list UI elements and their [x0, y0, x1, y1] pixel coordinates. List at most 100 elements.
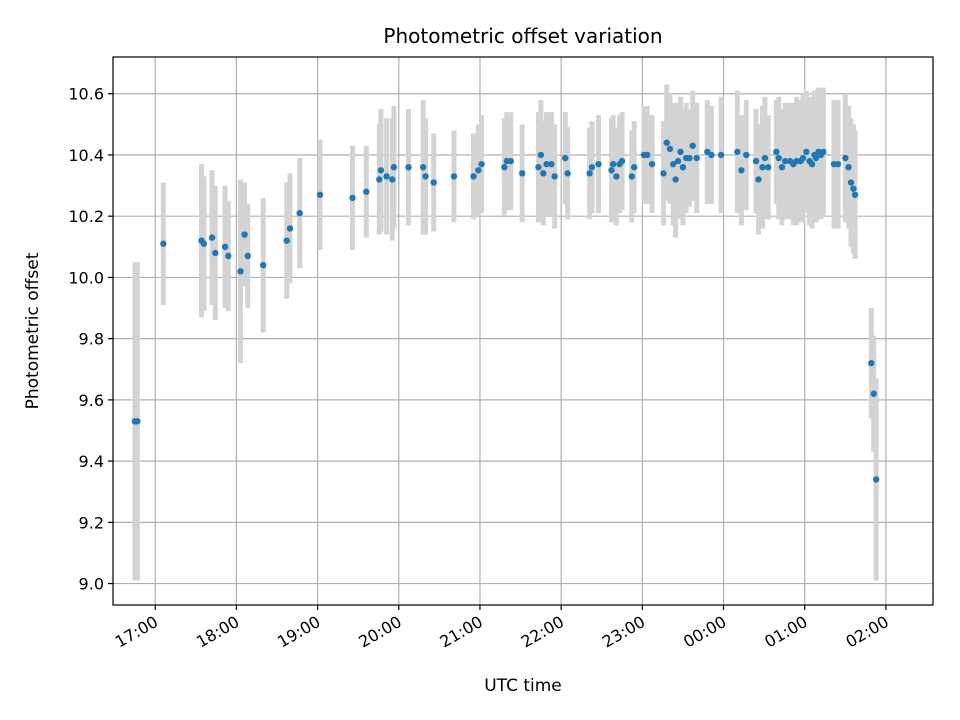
data-point — [548, 160, 555, 168]
data-point — [237, 268, 244, 275]
data-point — [390, 164, 398, 171]
plot-frame — [112, 56, 934, 606]
data-point — [200, 240, 208, 247]
y-tick-label: 10.2 — [68, 207, 104, 226]
data-point — [478, 160, 485, 168]
data-point — [543, 160, 550, 168]
data-point — [618, 157, 626, 165]
data-point — [160, 240, 167, 247]
data-point — [666, 145, 674, 153]
data-point — [672, 176, 679, 183]
data-point — [376, 176, 383, 183]
data-point — [537, 151, 545, 159]
data-point — [450, 173, 458, 180]
data-point — [738, 167, 745, 174]
x-axis-title: UTC time — [484, 676, 562, 696]
data-point — [241, 231, 248, 238]
data-point — [834, 160, 842, 168]
data-point — [868, 359, 875, 367]
y-tick-label: 10.0 — [68, 268, 104, 287]
data-point — [648, 160, 656, 168]
data-point — [755, 176, 762, 183]
data-point — [212, 249, 219, 257]
data-point — [686, 154, 693, 162]
data-point — [586, 170, 593, 177]
data-point — [286, 225, 294, 232]
data-point — [225, 252, 232, 260]
data-point — [316, 191, 324, 198]
data-point — [475, 167, 482, 174]
data-point — [259, 261, 267, 269]
data-point — [540, 170, 547, 177]
data-point — [782, 157, 789, 165]
data-point — [628, 173, 635, 180]
data-point — [595, 160, 602, 168]
y-tick-label: 9.0 — [79, 575, 104, 594]
y-tick-label: 9.2 — [79, 513, 104, 532]
data-point — [761, 154, 769, 162]
data-point — [608, 167, 615, 174]
data-point — [535, 164, 542, 171]
data-point — [296, 209, 303, 217]
data-points — [131, 139, 880, 483]
data-point — [507, 157, 515, 165]
data-point — [430, 179, 437, 186]
data-point — [778, 164, 786, 171]
data-point — [283, 237, 290, 244]
data-point — [820, 148, 827, 156]
data-point — [660, 170, 667, 177]
data-point — [717, 151, 725, 159]
data-point — [470, 173, 477, 180]
data-point — [419, 164, 427, 171]
y-axis: 9.0 9.2 9.4 9.6 9.8 10.0 10.2 10.4 10.6 — [68, 85, 113, 594]
data-point — [389, 176, 396, 183]
data-point — [872, 476, 880, 483]
data-point — [244, 252, 251, 260]
data-point — [134, 418, 141, 425]
data-point — [752, 157, 760, 165]
data-point — [383, 173, 390, 180]
data-point — [679, 164, 687, 171]
data-point — [588, 164, 596, 171]
data-point — [349, 194, 356, 202]
data-point — [663, 139, 670, 146]
data-point — [799, 154, 807, 162]
data-point — [851, 191, 859, 198]
data-point — [518, 170, 526, 177]
data-point — [773, 148, 780, 156]
data-point — [551, 173, 558, 180]
chart-title: Photometric offset variation — [383, 24, 662, 48]
y-tick-label: 9.4 — [79, 452, 104, 471]
data-point — [689, 142, 696, 149]
y-axis-title: Photometric offset — [23, 252, 43, 409]
data-point — [363, 188, 370, 195]
data-point — [812, 154, 820, 162]
data-point — [208, 234, 216, 241]
data-point — [847, 179, 855, 186]
data-point — [870, 390, 877, 397]
data-point — [850, 185, 857, 192]
data-point — [693, 154, 700, 162]
data-point — [743, 151, 750, 159]
data-point — [808, 160, 816, 168]
data-point — [759, 164, 766, 171]
data-point — [764, 164, 772, 171]
y-tick-label: 10.4 — [68, 146, 104, 165]
data-point — [564, 170, 571, 177]
data-point — [734, 148, 741, 156]
data-point — [631, 164, 638, 171]
data-point — [677, 148, 684, 156]
data-point — [562, 154, 569, 162]
data-point — [775, 154, 782, 162]
data-point — [501, 164, 508, 171]
data-point — [405, 164, 412, 171]
data-point — [609, 160, 617, 168]
data-point — [845, 164, 852, 171]
data-point — [842, 154, 849, 162]
data-point — [669, 160, 677, 168]
data-point — [644, 151, 651, 159]
y-tick-label: 9.8 — [79, 330, 104, 349]
data-point — [708, 151, 715, 159]
data-point — [221, 243, 229, 251]
